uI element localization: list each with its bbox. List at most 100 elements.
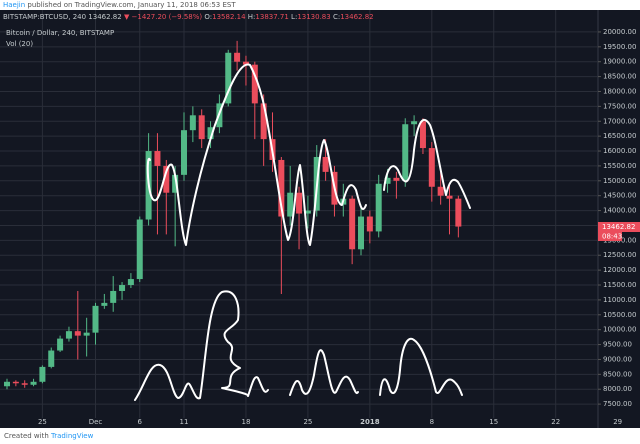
change: ▼ −1427.20 (−9.58%) <box>124 13 202 21</box>
y-tick-label: 20000.00 <box>603 28 636 36</box>
candle-body <box>172 174 179 193</box>
candle-body <box>110 290 117 303</box>
footer <box>0 428 640 444</box>
y-tick-label: 10000.00 <box>603 326 636 334</box>
timer-label: 08:43 <box>602 233 622 241</box>
candle-body <box>101 302 108 306</box>
volume-label: Vol (20) <box>6 40 33 48</box>
candle-body <box>455 198 462 227</box>
candle-body <box>419 121 426 149</box>
candle-body <box>83 332 90 336</box>
candle-body <box>189 115 196 131</box>
x-tick-label: 18 <box>241 418 250 426</box>
candle-body <box>296 192 303 214</box>
x-tick-label: 2018 <box>360 418 380 426</box>
drawing <box>134 290 269 401</box>
candle-body <box>428 148 435 187</box>
candle-body <box>154 151 161 166</box>
candle-body <box>278 159 285 217</box>
l-label: L: <box>291 13 297 21</box>
last-price-label: 13462.82 <box>602 223 635 231</box>
o-label: O: <box>204 13 212 21</box>
footer-brand: TradingView <box>50 432 94 440</box>
x-tick-label: 6 <box>138 418 143 426</box>
candle-body <box>402 124 409 181</box>
c-label: C: <box>333 13 340 21</box>
chart-title: Bitcoin / Dollar, 240, BITSTAMP <box>6 29 114 37</box>
c-value: 13462.82 <box>340 13 373 21</box>
publish-line: Haejin published on TradingView.com, Jan… <box>3 1 236 9</box>
symbol: BITSTAMP:BTCUSD, 240 <box>3 13 86 21</box>
y-tick-label: 12000.00 <box>603 266 636 274</box>
y-tick-label: 11000.00 <box>603 296 636 304</box>
h-label: H: <box>248 13 256 21</box>
candle-body <box>136 219 143 280</box>
drawing <box>146 63 367 246</box>
y-tick-label: 8000.00 <box>603 385 632 393</box>
o-value: 13582.14 <box>212 13 246 21</box>
candle-body <box>21 383 28 385</box>
candle-body <box>207 127 214 140</box>
candle-body <box>446 195 453 199</box>
drawing <box>289 337 463 396</box>
y-tick-label: 17500.00 <box>603 102 636 110</box>
candle-body <box>349 198 356 250</box>
candle-body <box>225 52 232 104</box>
x-tick-label: 25 <box>38 418 47 426</box>
candle-body <box>181 130 187 175</box>
y-tick-label: 14500.00 <box>603 192 636 200</box>
y-tick-label: 10500.00 <box>603 311 636 319</box>
candle-body <box>393 177 400 181</box>
last: 13462.82 <box>88 13 121 21</box>
candle-body <box>198 115 205 140</box>
candle-body <box>304 210 311 214</box>
candle-body <box>57 338 64 351</box>
ohlc-line: BITSTAMP:BTCUSD, 240 13462.82 ▼ −1427.20… <box>3 13 374 21</box>
candle-body <box>12 381 19 384</box>
x-tick-label: 29 <box>613 418 622 426</box>
y-tick-label: 8500.00 <box>603 370 632 378</box>
candle-body <box>242 61 249 65</box>
y-tick-label: 18000.00 <box>603 87 636 95</box>
author: Haejin <box>3 1 25 9</box>
candle-body <box>437 186 444 196</box>
last-price-box <box>598 222 640 232</box>
h-value: 13837.71 <box>255 13 288 21</box>
candle-body <box>30 381 37 385</box>
candle-body <box>39 366 46 382</box>
l-value: 13130.83 <box>297 13 330 21</box>
candle-body <box>322 156 329 172</box>
footer-created: Created with <box>4 432 49 440</box>
x-tick-label: Dec <box>89 418 103 426</box>
candle-body <box>358 216 364 250</box>
candle-body <box>384 177 391 184</box>
y-tick-label: 16500.00 <box>603 132 636 140</box>
y-tick-label: 16000.00 <box>603 147 636 155</box>
candle-body <box>74 331 81 336</box>
candle-body <box>260 103 267 140</box>
candle-body <box>92 305 99 333</box>
y-tick-label: 19000.00 <box>603 58 636 66</box>
y-tick-label: 19500.00 <box>603 43 636 51</box>
candle-body <box>119 285 126 291</box>
candle-body <box>251 64 258 104</box>
x-tick-label: 22 <box>551 418 560 426</box>
x-tick-label: 8 <box>430 418 434 426</box>
y-tick-label: 17000.00 <box>603 117 636 125</box>
x-tick-label: 25 <box>303 418 312 426</box>
candle-body <box>287 192 294 217</box>
top-strip <box>0 0 640 10</box>
y-tick-label: 7500.00 <box>603 400 632 408</box>
y-tick-label: 11500.00 <box>603 281 636 289</box>
candle-body <box>234 52 241 62</box>
candle-body <box>163 165 170 193</box>
candle-body <box>366 216 373 232</box>
candle-body <box>411 121 418 125</box>
drawing <box>383 119 471 209</box>
y-tick-label: 9500.00 <box>603 341 632 349</box>
x-tick-label: 11 <box>180 418 189 426</box>
freehand-drawings <box>134 63 471 401</box>
publish-info: published on TradingView.com, January 11… <box>27 1 236 9</box>
y-tick-label: 14000.00 <box>603 207 636 215</box>
candle-body <box>4 381 10 387</box>
